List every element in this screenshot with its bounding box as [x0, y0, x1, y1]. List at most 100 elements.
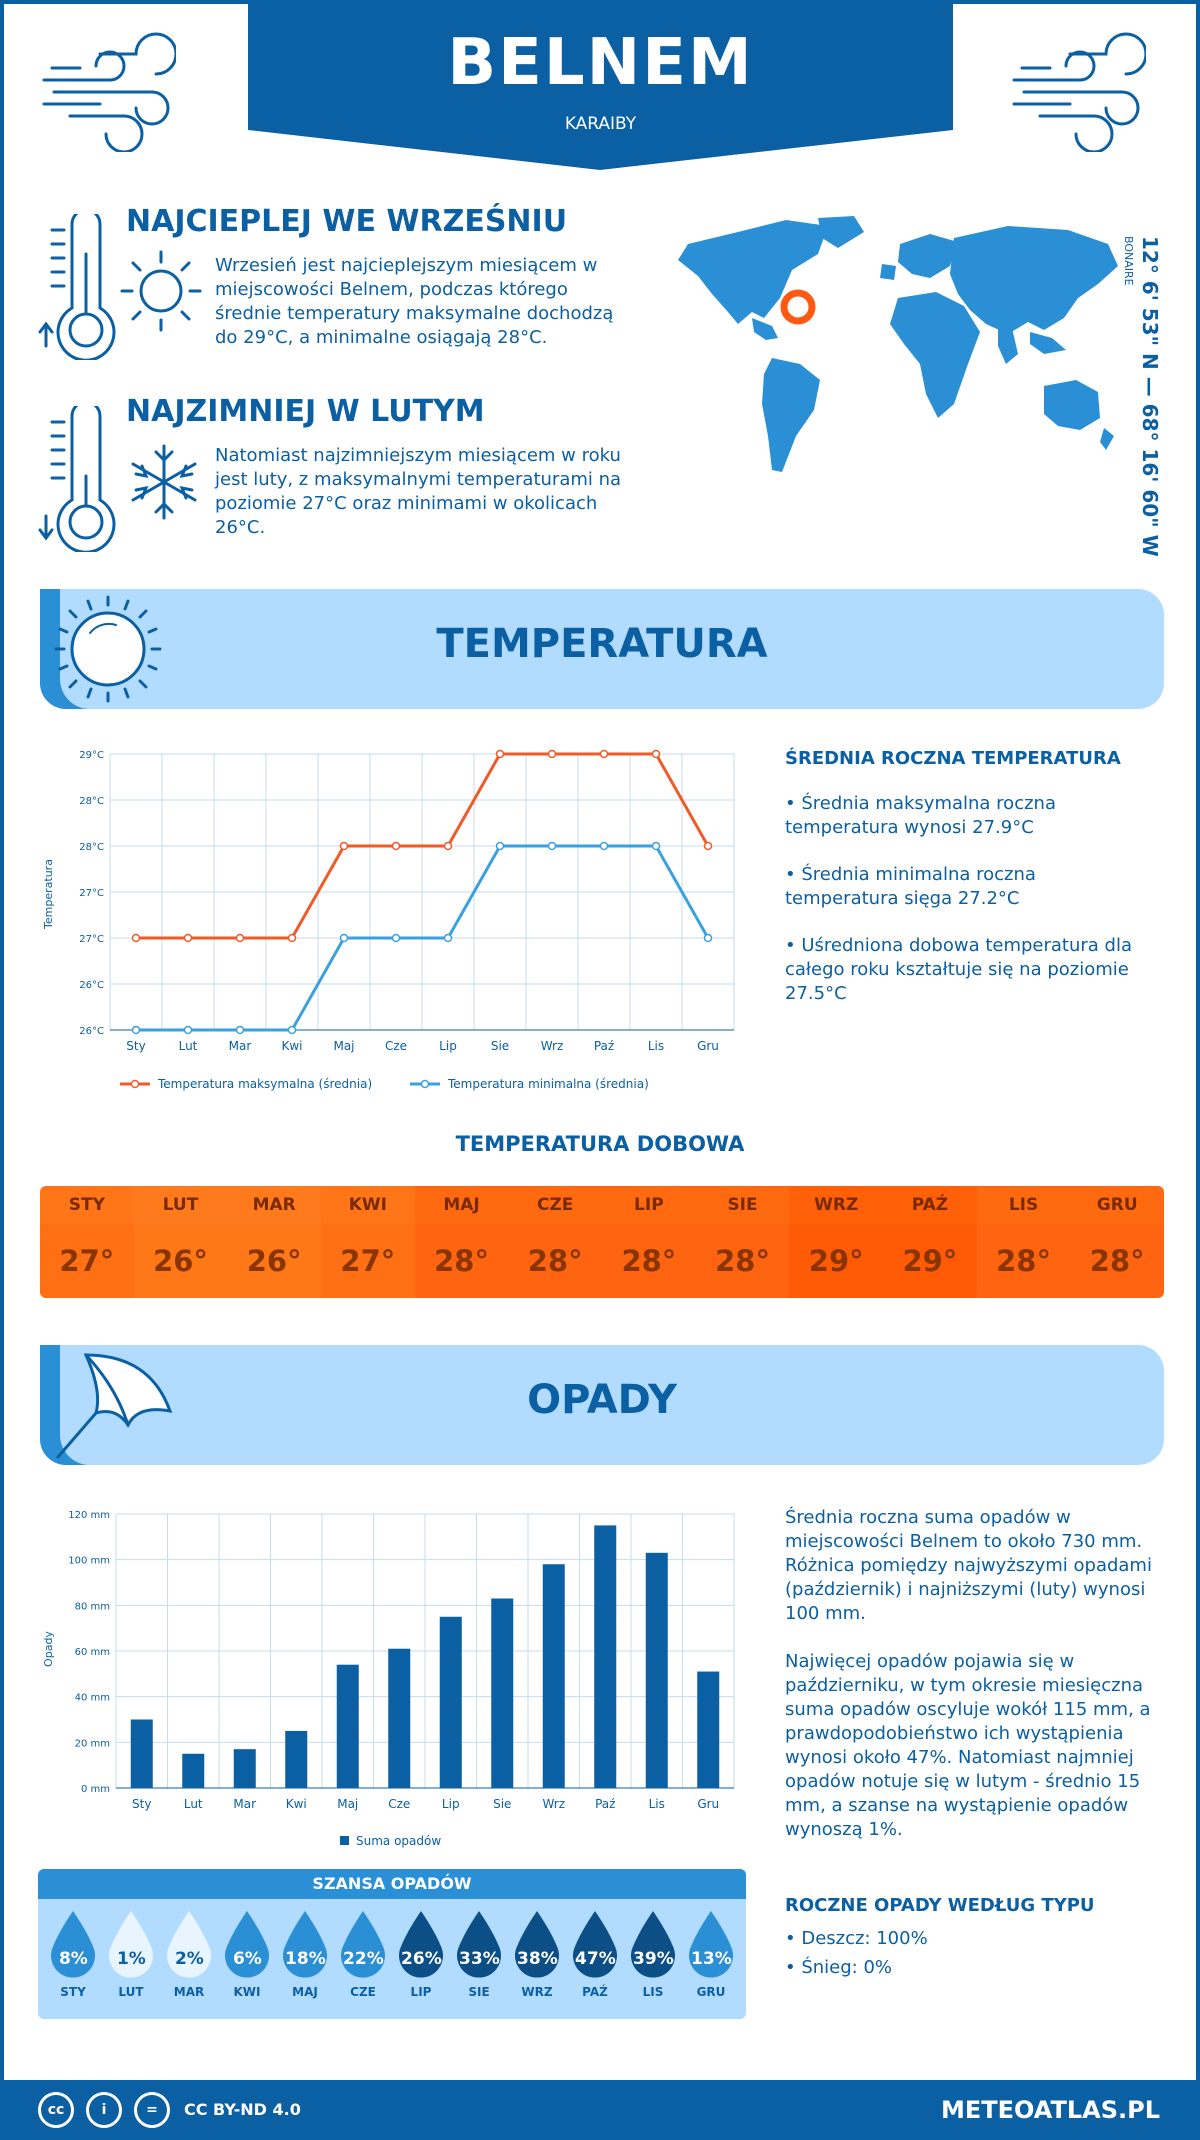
bar — [182, 1753, 205, 1788]
data-point — [443, 933, 453, 943]
chance-value: 22% — [343, 1949, 384, 1969]
daily-temperature-cell: MAJ 28° — [414, 1186, 509, 1298]
chance-value: 1% — [116, 1949, 146, 1969]
bar — [594, 1525, 617, 1788]
thermometer-cold-icon — [38, 406, 116, 552]
x-tick-label: Wrz — [542, 1797, 565, 1811]
bar — [439, 1616, 462, 1788]
area-name: BONAIRE — [1122, 236, 1135, 286]
daily-month-label: LIS — [976, 1186, 1071, 1224]
daily-temperature-cell: LUT 26° — [133, 1186, 228, 1298]
y-tick-label: 26°C — [79, 980, 104, 991]
temperature-section-title: TEMPERATURA — [436, 621, 768, 667]
coordinates-text: 12° 6' 53" N — 68° 16' 60" W — [1138, 236, 1162, 557]
y-tick-label: 26°C — [79, 1026, 104, 1037]
bar — [491, 1598, 514, 1788]
raindrop-icon — [167, 1911, 211, 1978]
bar — [388, 1648, 411, 1788]
daily-month-label: MAR — [227, 1186, 322, 1224]
region-name: KARAIBY — [564, 114, 637, 134]
precipitation-section-header: OPADY — [40, 1345, 1164, 1465]
chance-item: 26% LIP — [392, 1909, 450, 1999]
y-tick-label: 0 mm — [81, 1784, 110, 1795]
y-tick-label: 80 mm — [75, 1601, 110, 1612]
footer: cc i = CC BY-ND 4.0 METEOATLAS.PL — [0, 2080, 1200, 2140]
chance-item: 39% LIS — [624, 1909, 682, 1999]
bar — [336, 1664, 359, 1788]
bar — [285, 1730, 308, 1788]
daily-temperature-value: 26° — [227, 1224, 322, 1298]
chance-month: PAŹ — [582, 1985, 608, 1999]
data-point — [131, 1025, 141, 1035]
infographic-page: BELNEM KARAIBY NAJCIEPLEJ WE WRZEŚNIU Wr… — [4, 4, 1196, 2080]
daily-temperature-cell: LIP 28° — [602, 1186, 696, 1298]
daily-temperature-cell: LIS 28° — [976, 1186, 1071, 1298]
data-point — [703, 933, 713, 943]
data-point — [131, 933, 141, 943]
x-tick-label: Gru — [697, 1797, 719, 1811]
x-tick-label: Sie — [491, 1039, 509, 1053]
x-tick-label: Lut — [179, 1039, 198, 1053]
x-tick-label: Sty — [132, 1797, 151, 1811]
chance-item: 22% CZE — [334, 1909, 392, 1999]
sun-icon — [120, 250, 202, 332]
chance-month: LIP — [410, 1985, 432, 1999]
wind-icon — [42, 32, 176, 152]
by-icon: i — [86, 2092, 122, 2128]
daily-temperature-cell: GRU 28° — [1070, 1186, 1164, 1298]
raindrop-icon — [457, 1911, 501, 1978]
x-tick-label: Sty — [126, 1039, 145, 1053]
x-tick-label: Lip — [442, 1797, 460, 1811]
chance-month: LUT — [118, 1985, 144, 1999]
chance-month: WRZ — [521, 1985, 553, 1999]
summary-bullet: • Średnia maksymalna roczna temperatura … — [785, 793, 1056, 838]
data-point — [495, 841, 505, 851]
wind-icon — [1012, 32, 1146, 152]
chance-item: 13% GRU — [682, 1909, 740, 1999]
data-point — [235, 933, 245, 943]
umbrella-icon — [56, 1353, 173, 1459]
daily-temperature-value: 28° — [695, 1224, 790, 1298]
chance-item: 38% WRZ — [508, 1909, 566, 1999]
chance-item: 2% MAR — [160, 1909, 218, 1999]
daily-temperature-value: 28° — [976, 1224, 1071, 1298]
location-marker — [780, 289, 816, 325]
data-point — [235, 1025, 245, 1035]
daily-temperature-cell: CZE 28° — [508, 1186, 603, 1298]
y-tick-label: 28°C — [79, 842, 104, 853]
y-tick-label: 29°C — [79, 750, 104, 761]
daily-temperature-value: 27° — [40, 1224, 134, 1298]
raindrop-icon — [515, 1911, 559, 1978]
daily-month-label: KWI — [321, 1186, 415, 1224]
precipitation-chance: SZANSA OPADÓW 8% STY 1% LUT 2% MAR 6% KWI 18% MAJ… — [38, 1869, 746, 2019]
chance-month: MAR — [173, 1985, 205, 1999]
daily-temperature-cell: MAR 26° — [227, 1186, 322, 1298]
chance-month: GRU — [696, 1985, 726, 1999]
daily-month-label: SIE — [695, 1186, 790, 1224]
precipitation-section-title: OPADY — [527, 1377, 677, 1423]
chance-month: STY — [60, 1985, 86, 1999]
x-tick-label: Kwi — [286, 1797, 307, 1811]
series-line — [136, 844, 710, 1032]
coldest-title: NAJZIMNIEJ W LUTYM — [126, 394, 485, 429]
data-point — [599, 749, 609, 759]
precipitation-chart: Opady 0 mm 20 mm 40 mm 60 mm 80 mm 100 mm 120 … — [42, 1510, 735, 1848]
x-tick-label: Wrz — [541, 1039, 564, 1053]
chance-value: 8% — [58, 1949, 88, 1969]
data-point — [599, 841, 609, 851]
data-point — [287, 933, 297, 943]
data-point — [339, 841, 349, 851]
chance-value: 13% — [691, 1949, 732, 1969]
bar — [233, 1749, 256, 1788]
daily-month-label: MAJ — [414, 1186, 509, 1224]
x-tick-label: Lis — [648, 1039, 664, 1053]
daily-temperature-value: 29° — [789, 1224, 884, 1298]
x-tick-label: Paź — [595, 1797, 615, 1811]
daily-temperature-cell: PAŹ 29° — [883, 1186, 977, 1298]
daily-month-label: GRU — [1070, 1186, 1164, 1224]
x-tick-label: Cze — [388, 1797, 410, 1811]
daily-month-label: LIP — [602, 1186, 696, 1224]
site-link[interactable]: METEOATLAS.PL — [940, 2096, 1160, 2124]
raindrop-icon — [51, 1911, 95, 1978]
data-point — [287, 1025, 297, 1035]
